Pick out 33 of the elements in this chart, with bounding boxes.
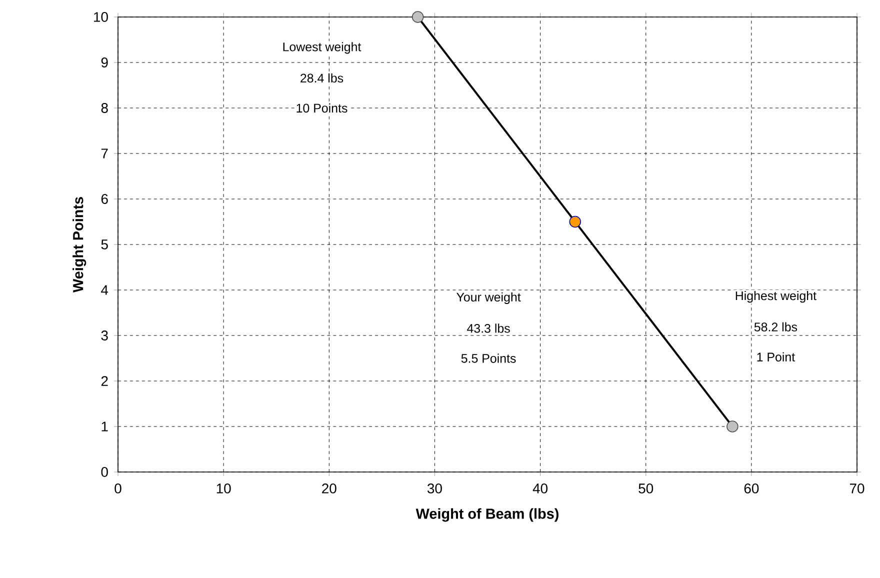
x-tick-label: 10	[216, 484, 231, 494]
annotation: Your weight	[456, 292, 521, 304]
y-tick-label: 7	[101, 148, 108, 158]
x-tick-label: 20	[322, 484, 336, 494]
y-tick-label: 1	[102, 422, 108, 432]
y-tick-label: 2	[101, 376, 108, 386]
point	[726, 420, 738, 432]
point	[412, 11, 424, 23]
x-tick-label: 0	[114, 484, 122, 494]
y-tick-label: 6	[101, 194, 108, 204]
y-tick-label: 10	[94, 12, 108, 22]
annotation: 5.5 Points	[461, 354, 516, 363]
annotation: Highest weight	[736, 291, 816, 303]
x-tick-label: 50	[638, 484, 654, 494]
annotation: 58.2 lbs	[754, 322, 798, 332]
y-tick-label: 0	[101, 467, 108, 477]
annotation: 1 Point	[757, 352, 795, 362]
x-tick-label: 60	[744, 484, 759, 494]
y-tick-label: 5	[101, 240, 108, 250]
y-tick-label: 4	[101, 285, 108, 295]
y-tick-label: 8	[101, 103, 108, 113]
annotation: 28.4 lbs	[300, 73, 344, 83]
x-tick-label: 30	[427, 484, 442, 494]
x-axis-title: Weight of Beam (lbs)	[416, 508, 558, 522]
annotation: 10 Points	[296, 103, 348, 113]
annotation: 43.3 lbs	[467, 324, 510, 333]
y-tick-label: 3	[101, 330, 108, 340]
annotation: Lowest weight	[283, 42, 362, 54]
point	[569, 216, 582, 228]
x-tick-label: 40	[532, 484, 548, 494]
x-tick-label: 70	[850, 484, 864, 494]
y-axis-title: Weight Points	[72, 197, 86, 292]
y-tick-label: 9	[101, 58, 108, 68]
